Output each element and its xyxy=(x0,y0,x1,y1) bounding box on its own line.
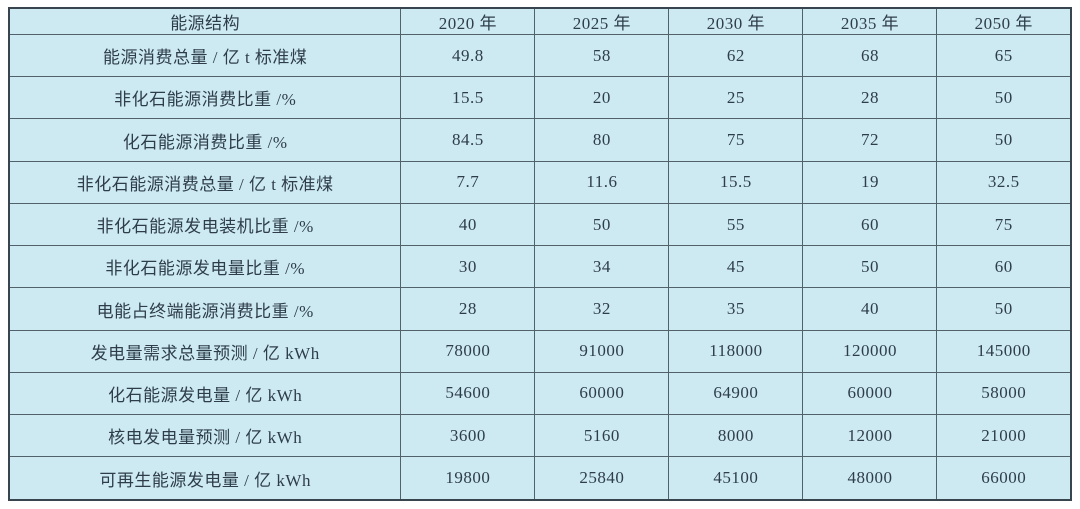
table-row: 非化石能源消费比重 /% 15.5 20 25 28 50 xyxy=(8,76,1072,120)
value-cell: 35 xyxy=(668,287,804,331)
value-cell: 60 xyxy=(936,245,1072,289)
value-cell: 145000 xyxy=(936,329,1072,373)
row-label: 可再生能源发电量 / 亿 kWh xyxy=(8,456,402,501)
value-cell: 50 xyxy=(936,118,1072,162)
value-cell: 8000 xyxy=(668,414,804,458)
value-cell: 72 xyxy=(802,118,938,162)
value-cell: 25840 xyxy=(534,456,670,501)
table-row: 非化石能源发电量比重 /% 30 34 45 50 60 xyxy=(8,245,1072,289)
row-label: 化石能源发电量 / 亿 kWh xyxy=(8,371,402,416)
row-label: 核电发电量预测 / 亿 kWh xyxy=(8,414,402,458)
value-cell: 54600 xyxy=(400,371,536,416)
value-cell: 3600 xyxy=(400,414,536,458)
table-row: 非化石能源消费总量 / 亿 t 标准煤 7.7 11.6 15.5 19 32.… xyxy=(8,160,1072,204)
value-cell: 28 xyxy=(400,287,536,331)
value-cell: 30 xyxy=(400,245,536,289)
table-row: 可再生能源发电量 / 亿 kWh 19800 25840 45100 48000… xyxy=(8,456,1072,501)
header-row: 能源结构 2020 年 2025 年 2030 年 2035 年 2050 年 xyxy=(8,7,1072,35)
energy-structure-table: 能源结构 2020 年 2025 年 2030 年 2035 年 2050 年 … xyxy=(8,7,1072,501)
value-cell: 66000 xyxy=(936,456,1072,501)
value-cell: 64900 xyxy=(668,371,804,416)
value-cell: 62 xyxy=(668,33,804,78)
value-cell: 40 xyxy=(802,287,938,331)
column-header-2020: 2020 年 xyxy=(400,7,536,35)
column-header-2050: 2050 年 xyxy=(936,7,1072,35)
value-cell: 55 xyxy=(668,202,804,247)
row-label: 发电量需求总量预测 / 亿 kWh xyxy=(8,329,402,373)
table-row: 化石能源消费比重 /% 84.5 80 75 72 50 xyxy=(8,118,1072,162)
value-cell: 58 xyxy=(534,33,670,78)
value-cell: 60000 xyxy=(802,371,938,416)
table-row: 非化石能源发电装机比重 /% 40 50 55 60 75 xyxy=(8,202,1072,247)
value-cell: 34 xyxy=(534,245,670,289)
table-row: 化石能源发电量 / 亿 kWh 54600 60000 64900 60000 … xyxy=(8,371,1072,416)
value-cell: 11.6 xyxy=(534,160,670,204)
column-header-energy-structure: 能源结构 xyxy=(8,7,402,35)
value-cell: 12000 xyxy=(802,414,938,458)
value-cell: 50 xyxy=(936,76,1072,120)
table-row: 核电发电量预测 / 亿 kWh 3600 5160 8000 12000 210… xyxy=(8,414,1072,458)
value-cell: 78000 xyxy=(400,329,536,373)
row-label: 电能占终端能源消费比重 /% xyxy=(8,287,402,331)
value-cell: 15.5 xyxy=(668,160,804,204)
table-row: 发电量需求总量预测 / 亿 kWh 78000 91000 118000 120… xyxy=(8,329,1072,373)
value-cell: 60000 xyxy=(534,371,670,416)
column-header-2025: 2025 年 xyxy=(534,7,670,35)
row-label: 非化石能源消费总量 / 亿 t 标准煤 xyxy=(8,160,402,204)
value-cell: 75 xyxy=(668,118,804,162)
value-cell: 48000 xyxy=(802,456,938,501)
value-cell: 19800 xyxy=(400,456,536,501)
value-cell: 5160 xyxy=(534,414,670,458)
table-row: 电能占终端能源消费比重 /% 28 32 35 40 50 xyxy=(8,287,1072,331)
value-cell: 68 xyxy=(802,33,938,78)
value-cell: 28 xyxy=(802,76,938,120)
value-cell: 32.5 xyxy=(936,160,1072,204)
value-cell: 15.5 xyxy=(400,76,536,120)
value-cell: 50 xyxy=(936,287,1072,331)
value-cell: 60 xyxy=(802,202,938,247)
value-cell: 45100 xyxy=(668,456,804,501)
value-cell: 80 xyxy=(534,118,670,162)
value-cell: 19 xyxy=(802,160,938,204)
value-cell: 32 xyxy=(534,287,670,331)
row-label: 非化石能源消费比重 /% xyxy=(8,76,402,120)
row-label: 非化石能源发电装机比重 /% xyxy=(8,202,402,247)
column-header-2035: 2035 年 xyxy=(802,7,938,35)
value-cell: 21000 xyxy=(936,414,1072,458)
value-cell: 25 xyxy=(668,76,804,120)
row-label: 非化石能源发电量比重 /% xyxy=(8,245,402,289)
value-cell: 50 xyxy=(802,245,938,289)
column-header-2030: 2030 年 xyxy=(668,7,804,35)
row-label: 化石能源消费比重 /% xyxy=(8,118,402,162)
value-cell: 20 xyxy=(534,76,670,120)
value-cell: 84.5 xyxy=(400,118,536,162)
value-cell: 50 xyxy=(534,202,670,247)
table-row: 能源消费总量 / 亿 t 标准煤 49.8 58 62 68 65 xyxy=(8,33,1072,78)
value-cell: 118000 xyxy=(668,329,804,373)
value-cell: 120000 xyxy=(802,329,938,373)
value-cell: 49.8 xyxy=(400,33,536,78)
row-label: 能源消费总量 / 亿 t 标准煤 xyxy=(8,33,402,78)
value-cell: 7.7 xyxy=(400,160,536,204)
value-cell: 45 xyxy=(668,245,804,289)
value-cell: 40 xyxy=(400,202,536,247)
value-cell: 58000 xyxy=(936,371,1072,416)
value-cell: 91000 xyxy=(534,329,670,373)
value-cell: 65 xyxy=(936,33,1072,78)
value-cell: 75 xyxy=(936,202,1072,247)
